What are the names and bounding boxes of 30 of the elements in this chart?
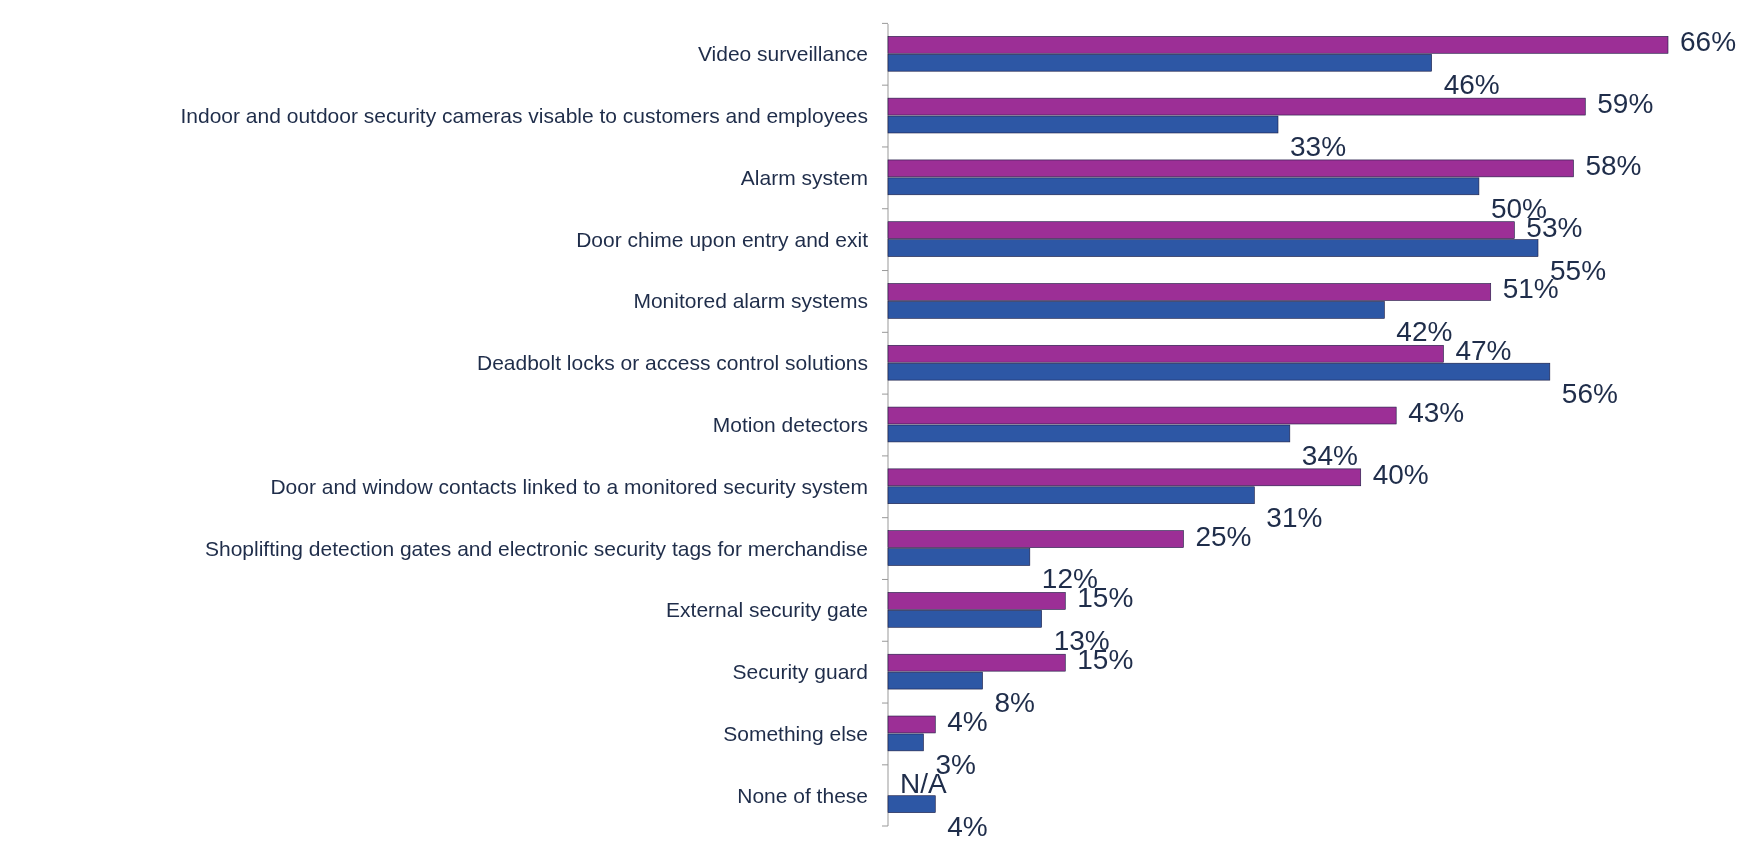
y-tick-label: Monitored alarm systems [633,289,868,313]
data-label: 33% [1290,130,1347,162]
data-label: 4% [947,810,988,842]
data-label: 58% [1585,149,1642,181]
data-label: 42% [1396,316,1453,348]
data-label: 47% [1455,335,1512,367]
y-tick-label: Shoplifting detection gates and electronic security tags for merchandise [204,536,868,560]
y-tick-label: Something else [723,721,868,745]
data-label: 66% [1680,26,1737,58]
bar [887,795,936,813]
y-tick-label: Security guard [732,660,868,684]
data-label: 4% [947,705,988,737]
data-label: 25% [1195,520,1252,552]
data-label: 31% [1266,501,1323,533]
data-label: 59% [1597,88,1654,120]
data-label: 34% [1301,439,1358,471]
data-label: 46% [1443,69,1500,101]
data-label: 40% [1372,458,1429,490]
y-tick-label: Video surveillance [697,42,868,66]
y-tick-label: Alarm system [740,165,868,189]
y-tick-label: Motion detectors [712,413,868,436]
data-label: 56% [1561,378,1618,410]
y-tick-label: None of these [737,783,868,807]
y-tick-label: Deadbolt locks or access control solutions [476,351,868,375]
y-tick-label: Indoor and outdoor security cameras visable to customers and employees [180,104,868,128]
data-label: 43% [1408,397,1465,428]
data-label: 8% [994,687,1036,719]
y-tick-label: External security gate [666,598,868,622]
y-tick-label: Door chime upon entry and exit [576,227,869,251]
y-tick-label: Door and window contacts linked to a monitored security system [270,474,868,498]
